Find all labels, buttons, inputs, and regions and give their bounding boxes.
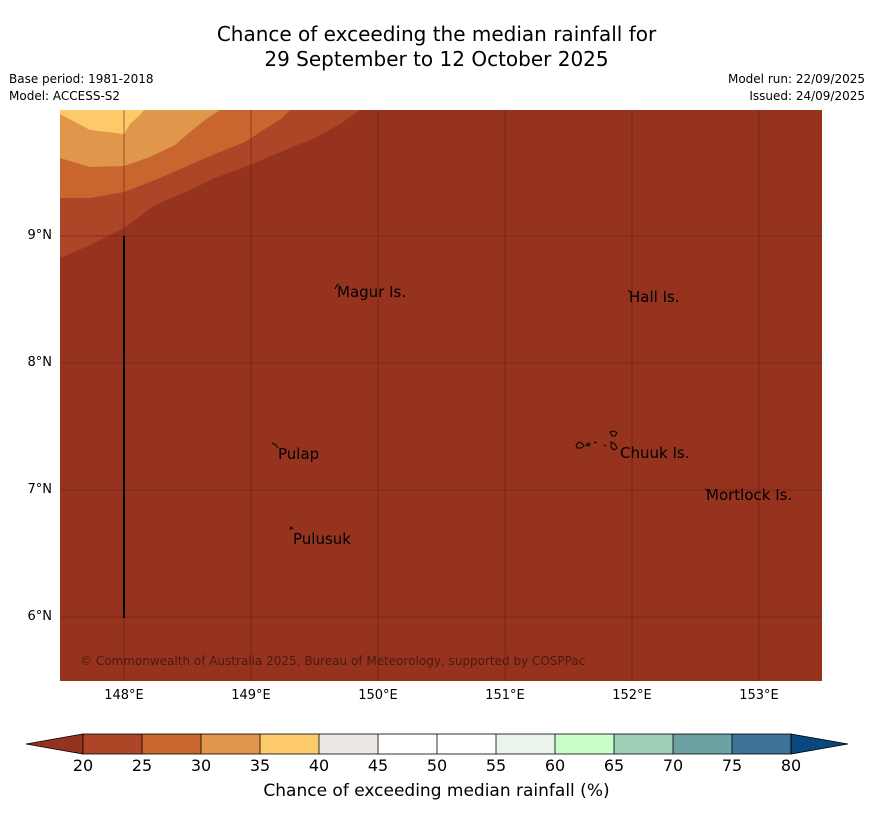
colorbar-bin-75-80 bbox=[732, 734, 791, 754]
lon-label-153e: 153°E bbox=[739, 688, 779, 703]
issued-date: Issued: 24/09/2025 bbox=[749, 89, 865, 103]
colorbar-tick-50: 50 bbox=[426, 756, 448, 775]
colorbar-tick-65: 65 bbox=[603, 756, 625, 775]
copyright-text: © Commonwealth of Australia 2025, Bureau… bbox=[80, 654, 586, 668]
lon-label-148e: 148°E bbox=[104, 688, 144, 703]
island-hall bbox=[627, 289, 631, 293]
model-run: Model run: 22/09/2025 bbox=[727, 72, 865, 86]
island-chuuk-4 bbox=[603, 444, 607, 447]
colorbar-bin-40-45 bbox=[319, 734, 378, 754]
island-chuuk-1 bbox=[575, 441, 585, 449]
colorbar-label: Chance of exceeding median rainfall (%) bbox=[263, 781, 610, 801]
colorbar-bin-55-60 bbox=[496, 734, 555, 754]
contour-40 bbox=[60, 110, 144, 134]
map-title: Chance of exceeding the median rainfall … bbox=[0, 22, 873, 72]
place-label-mortlock: Mortlock Is. bbox=[706, 486, 793, 504]
colorbar-tick-75: 75 bbox=[721, 756, 743, 775]
colorbar-dividers bbox=[141, 734, 733, 754]
lat-label-9n: 9°N bbox=[27, 228, 53, 243]
lon-label-149e: 149°E bbox=[231, 688, 271, 703]
colorbar-tick-55: 55 bbox=[485, 756, 507, 775]
island-magur bbox=[334, 283, 340, 290]
colorbar-tick-20: 20 bbox=[72, 756, 94, 775]
colorbar-bin-45-50 bbox=[378, 734, 437, 754]
base-fill bbox=[60, 110, 822, 681]
island-mortlock bbox=[704, 488, 709, 492]
colorbar-bin-35-40 bbox=[260, 734, 319, 754]
place-label-pulusuk: Pulusuk bbox=[293, 530, 351, 548]
place-label-hall: Hall Is. bbox=[629, 288, 680, 306]
map-canvas bbox=[60, 110, 822, 681]
lon-label-152e: 152°E bbox=[612, 688, 652, 703]
colorbar-tick-35: 35 bbox=[249, 756, 271, 775]
colorbar-tick-60: 60 bbox=[544, 756, 566, 775]
place-label-pulap: Pulap bbox=[278, 445, 320, 463]
map-area[interactable] bbox=[60, 110, 822, 681]
island-pulap bbox=[271, 442, 279, 449]
colorbar-bin-50-55 bbox=[437, 734, 496, 754]
title-line-2: 29 September to 12 October 2025 bbox=[264, 47, 609, 71]
island-chuuk-5 bbox=[609, 430, 618, 437]
meta-right: Model run: 22/09/2025 Issued: 24/09/2025 bbox=[728, 71, 865, 105]
island-chuuk-3 bbox=[593, 441, 598, 444]
colorbar-bin-60-65 bbox=[555, 734, 614, 754]
colorbar-bin-70-75 bbox=[673, 734, 732, 754]
colorbar-bin-20-25 bbox=[83, 734, 142, 754]
islands bbox=[271, 283, 709, 531]
colorbar-tick-70: 70 bbox=[662, 756, 684, 775]
base-period: Base period: 1981-2018 bbox=[9, 72, 154, 86]
colorbar-tick-40: 40 bbox=[308, 756, 330, 775]
title-line-1: Chance of exceeding the median rainfall … bbox=[216, 22, 657, 46]
colorbar-tick-80: 80 bbox=[780, 756, 802, 775]
colorbar-tick-25: 25 bbox=[131, 756, 153, 775]
lat-label-7n: 7°N bbox=[27, 482, 53, 497]
graticule bbox=[60, 110, 822, 681]
colorbar-tick-45: 45 bbox=[367, 756, 389, 775]
meta-left: Base period: 1981-2018 Model: ACCESS-S2 bbox=[9, 71, 154, 105]
lon-label-150e: 150°E bbox=[358, 688, 398, 703]
colorbar-tick-30: 30 bbox=[190, 756, 212, 775]
place-label-magur: Magur Is. bbox=[337, 283, 407, 301]
lat-label-8n: 8°N bbox=[27, 355, 53, 370]
colorbar bbox=[26, 733, 849, 755]
colorbar-bin-25-30 bbox=[142, 734, 201, 754]
lon-label-151e: 151°E bbox=[485, 688, 525, 703]
colorbar-over-arrow bbox=[790, 733, 849, 755]
model-name: Model: ACCESS-S2 bbox=[9, 89, 121, 103]
colorbar-under-arrow bbox=[26, 733, 84, 755]
island-chuuk-2 bbox=[585, 442, 591, 447]
colorbar-bin-65-70 bbox=[614, 734, 673, 754]
colorbar-bin-30-35 bbox=[201, 734, 260, 754]
lat-label-6n: 6°N bbox=[27, 609, 53, 624]
island-pulusuk bbox=[289, 526, 294, 531]
place-label-chuuk: Chuuk Is. bbox=[620, 444, 690, 462]
island-chuuk-6 bbox=[610, 441, 618, 451]
